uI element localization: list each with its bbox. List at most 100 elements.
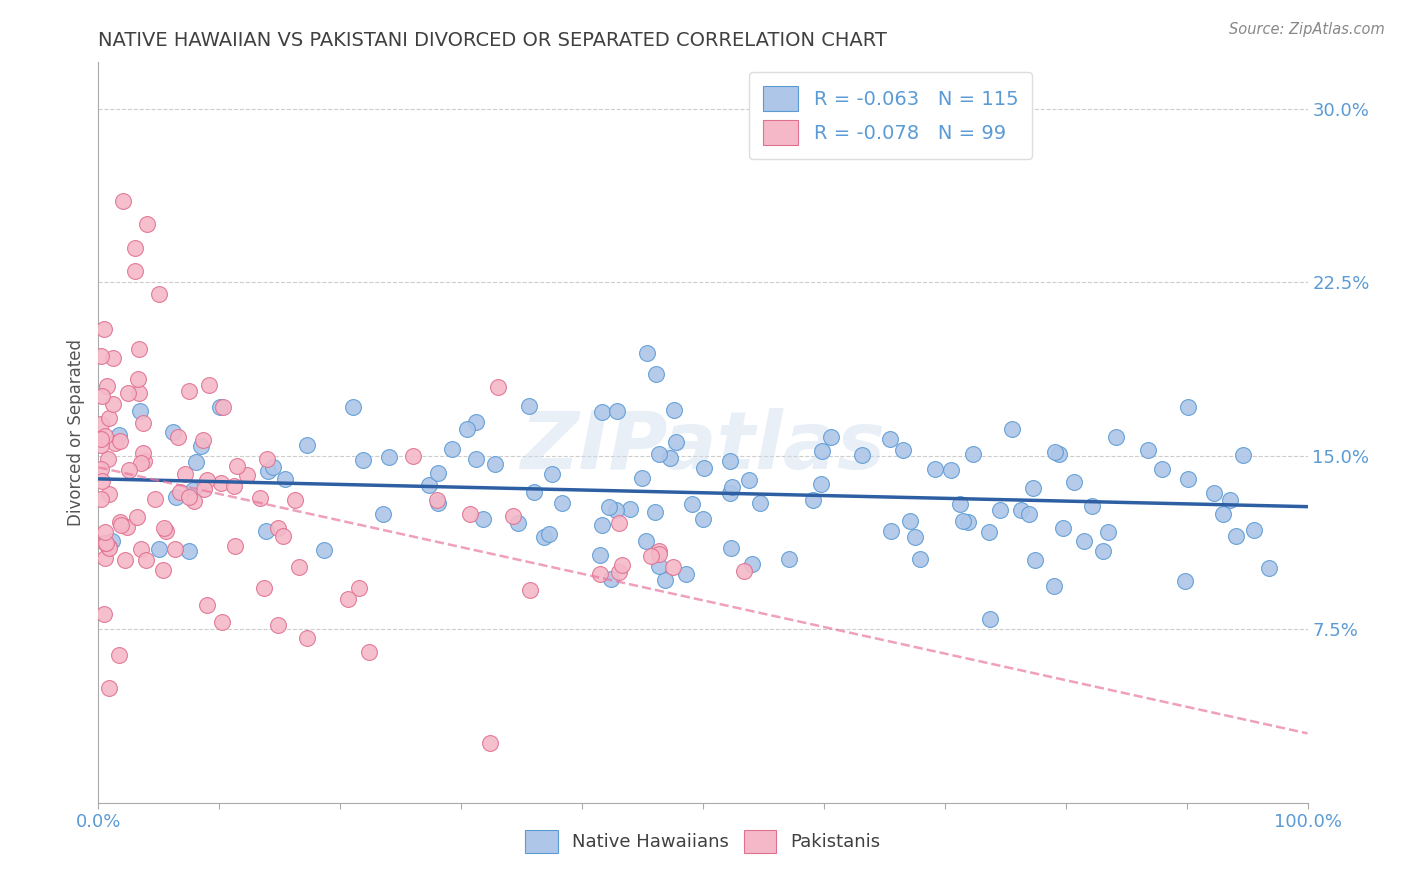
Point (506, 516, 529, 530)
Point (952, 514, 974, 528)
Point (94, 550, 117, 565)
Point (167, 430, 190, 444)
Text: NATIVE HAWAIIAN VS PAKISTANI DIVORCED OR SEPARATED CORRELATION CHART: NATIVE HAWAIIAN VS PAKISTANI DIVORCED OR… (98, 30, 887, 50)
Point (502, 509, 524, 524)
Point (456, 422, 478, 436)
Point (90, 492, 112, 507)
Point (721, 480, 744, 494)
Point (471, 512, 494, 526)
Point (184, 455, 207, 469)
Point (880, 524, 903, 538)
Point (224, 540, 246, 554)
Point (533, 530, 555, 544)
Point (104, 436, 127, 450)
Point (98, 411, 121, 425)
Point (607, 516, 630, 530)
Point (693, 461, 716, 475)
Point (478, 736, 501, 750)
Point (314, 543, 336, 558)
Point (98, 486, 121, 500)
Point (600, 572, 623, 586)
Point (630, 471, 652, 485)
Point (908, 552, 931, 566)
Point (820, 430, 842, 444)
Point (262, 460, 284, 475)
Point (427, 466, 450, 480)
Point (681, 497, 703, 511)
Point (208, 400, 231, 414)
Point (97, 452, 120, 467)
Point (939, 463, 962, 477)
Point (1177, 473, 1199, 487)
Point (648, 547, 671, 561)
Point (636, 346, 658, 360)
Point (256, 452, 278, 467)
Point (1243, 524, 1265, 538)
Point (90, 432, 112, 446)
Point (124, 240, 146, 255)
Text: Source: ZipAtlas.com: Source: ZipAtlas.com (1229, 22, 1385, 37)
Point (426, 493, 449, 508)
Y-axis label: Divorced or Separated: Divorced or Separated (66, 339, 84, 526)
Point (591, 518, 613, 533)
Point (956, 516, 979, 530)
Point (352, 453, 374, 467)
Point (720, 541, 742, 555)
Point (718, 454, 741, 468)
Point (135, 218, 157, 232)
Point (517, 399, 540, 413)
Point (1137, 442, 1160, 457)
Point (1177, 400, 1199, 414)
Point (108, 515, 131, 529)
Point (163, 542, 186, 557)
Point (284, 492, 307, 507)
Point (598, 500, 620, 514)
Point (90, 462, 112, 476)
Point (211, 400, 233, 414)
Point (661, 560, 683, 574)
Point (879, 433, 901, 447)
Point (1105, 430, 1128, 444)
Point (891, 443, 914, 458)
Point (924, 462, 946, 476)
Point (295, 438, 318, 452)
Point (1073, 533, 1095, 548)
Point (153, 521, 176, 535)
Point (640, 549, 662, 563)
Point (1092, 544, 1115, 558)
Point (1043, 579, 1066, 593)
Point (962, 447, 984, 461)
Point (988, 503, 1011, 517)
Point (607, 565, 630, 579)
Point (1219, 492, 1241, 507)
Point (373, 508, 395, 522)
Point (101, 533, 124, 548)
Point (132, 446, 155, 460)
Point (165, 490, 187, 504)
Point (295, 631, 318, 645)
Point (737, 473, 759, 487)
Point (124, 263, 146, 277)
Point (115, 520, 138, 534)
Point (851, 448, 873, 462)
Point (254, 524, 277, 538)
Point (644, 505, 666, 519)
Point (90, 389, 112, 403)
Point (347, 582, 370, 596)
Point (619, 501, 641, 516)
Point (193, 483, 215, 497)
Point (129, 541, 152, 556)
Point (605, 503, 627, 517)
Point (692, 512, 714, 526)
Point (253, 581, 276, 595)
Point (177, 384, 200, 399)
Point (654, 573, 676, 587)
Point (1212, 507, 1234, 521)
Point (125, 510, 148, 524)
Point (538, 526, 561, 541)
Point (271, 529, 294, 543)
Point (267, 617, 290, 632)
Point (93, 322, 115, 336)
Point (486, 380, 509, 394)
Point (98, 541, 121, 555)
